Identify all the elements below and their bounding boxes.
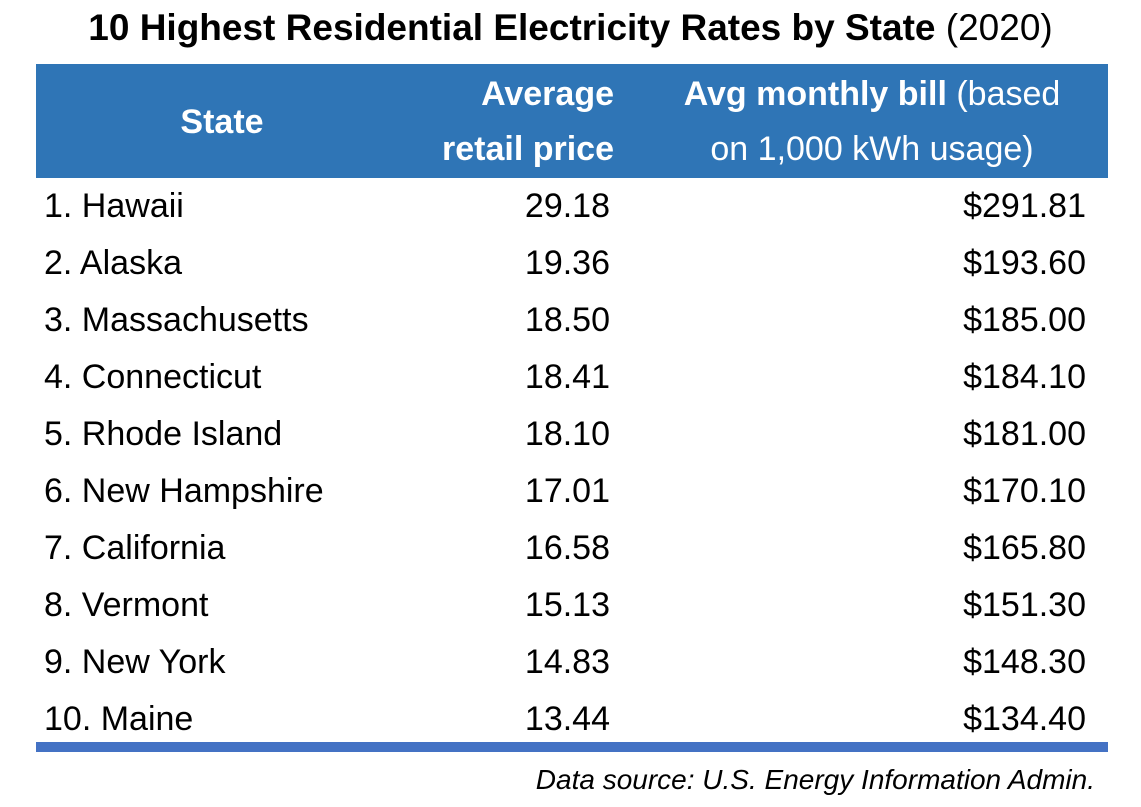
header-bill-bold: Avg monthly bill — [683, 75, 947, 113]
table-row: 5. Rhode Island 18.10 $181.00 — [36, 406, 1108, 463]
row-bill: $193.60 — [963, 244, 1086, 282]
title-main: 10 Highest Residential Electricity Rates… — [88, 7, 936, 48]
table-header: State Average retail price Avg monthly b… — [36, 64, 1108, 178]
header-bill-line1: Avg monthly bill (based — [684, 67, 1061, 122]
row-bill: $151.30 — [963, 586, 1086, 624]
row-bill: $148.30 — [963, 643, 1086, 681]
table-row: 2. Alaska 19.36 $193.60 — [36, 235, 1108, 292]
table-bottom-rule — [36, 742, 1108, 752]
table-row: 7. California 16.58 $165.80 — [36, 520, 1108, 577]
table-row: 4. Connecticut 18.41 $184.10 — [36, 349, 1108, 406]
table-row: 1. Hawaii 29.18 $291.81 — [36, 178, 1108, 235]
header-state: State — [36, 66, 408, 178]
row-state: 8. Vermont — [44, 586, 209, 624]
rates-table: State Average retail price Avg monthly b… — [36, 64, 1108, 748]
row-state: 9. New York — [44, 643, 226, 681]
table-row: 3. Massachusetts 18.50 $185.00 — [36, 292, 1108, 349]
header-bill-rest1: (based — [946, 75, 1061, 113]
header-state-label: State — [180, 102, 264, 141]
header-average-retail-price: Average retail price — [408, 66, 614, 178]
row-bill: $165.80 — [963, 529, 1086, 567]
row-state: 6. New Hampshire — [44, 472, 324, 510]
row-state: 7. California — [44, 529, 226, 567]
row-bill: $170.10 — [963, 472, 1086, 510]
table-row: 10. Maine 13.44 $134.40 — [36, 691, 1108, 748]
header-price-line2: retail price — [442, 130, 614, 168]
row-price: 15.13 — [524, 586, 610, 624]
row-state: 1. Hawaii — [44, 187, 184, 225]
row-state: 2. Alaska — [44, 244, 182, 282]
row-bill: $291.81 — [963, 187, 1086, 225]
table-body: 1. Hawaii 29.18 $291.81 2. Alaska 19.36 … — [36, 178, 1108, 748]
row-state: 3. Massachusetts — [44, 301, 309, 339]
title-year: (2020) — [945, 7, 1053, 48]
data-source-note: Data source: U.S. Energy Information Adm… — [535, 764, 1095, 795]
chart-title: 10 Highest Residential Electricity Rates… — [0, 4, 1141, 52]
row-price: 16.58 — [524, 529, 610, 567]
row-price: 29.18 — [524, 187, 610, 225]
table-row: 6. New Hampshire 17.01 $170.10 — [36, 463, 1108, 520]
row-state: 4. Connecticut — [44, 358, 262, 396]
row-price: 18.10 — [524, 415, 610, 453]
row-state: 5. Rhode Island — [44, 415, 283, 453]
row-bill: $181.00 — [963, 415, 1086, 453]
row-price: 18.50 — [524, 301, 610, 339]
row-price: 17.01 — [524, 472, 610, 510]
row-bill: $134.40 — [963, 700, 1086, 738]
header-avg-monthly-bill: Avg monthly bill (based on 1,000 kWh usa… — [636, 66, 1108, 178]
row-state: 10. Maine — [44, 700, 194, 738]
table-row: 9. New York 14.83 $148.30 — [36, 634, 1108, 691]
row-price: 19.36 — [524, 244, 610, 282]
row-bill: $185.00 — [963, 301, 1086, 339]
header-price-line1: Average — [481, 75, 614, 113]
table-row: 8. Vermont 15.13 $151.30 — [36, 577, 1108, 634]
row-bill: $184.10 — [963, 358, 1086, 396]
header-bill-line2: on 1,000 kWh usage) — [710, 130, 1034, 168]
row-price: 18.41 — [524, 358, 610, 396]
row-price: 13.44 — [524, 700, 610, 738]
row-price: 14.83 — [524, 643, 610, 681]
